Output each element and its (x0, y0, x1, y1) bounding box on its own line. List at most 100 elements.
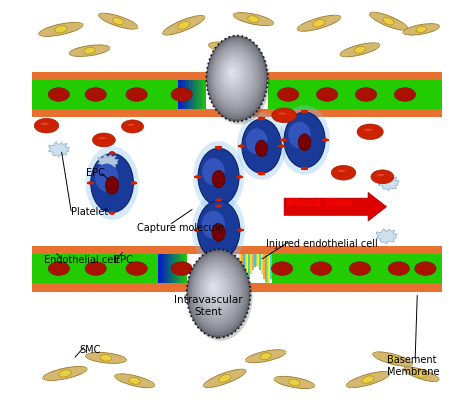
Ellipse shape (189, 252, 253, 341)
Polygon shape (98, 13, 104, 20)
Bar (258, 173, 265, 175)
Ellipse shape (121, 120, 144, 133)
Polygon shape (149, 381, 155, 388)
Polygon shape (402, 29, 408, 35)
Bar (158, 254, 160, 283)
Polygon shape (77, 22, 84, 29)
Bar (196, 80, 198, 109)
Ellipse shape (215, 48, 255, 104)
Ellipse shape (302, 110, 307, 113)
Ellipse shape (416, 371, 426, 378)
Ellipse shape (394, 88, 416, 101)
Ellipse shape (85, 146, 139, 220)
Ellipse shape (128, 124, 135, 126)
Ellipse shape (259, 172, 264, 175)
Text: EPC: EPC (86, 168, 105, 178)
Ellipse shape (209, 39, 264, 117)
Ellipse shape (84, 47, 95, 54)
Polygon shape (296, 25, 303, 31)
Bar (257, 254, 259, 267)
Bar (215, 259, 222, 261)
Ellipse shape (129, 377, 140, 384)
Ellipse shape (198, 148, 239, 206)
Bar (198, 80, 199, 109)
Bar (199, 80, 201, 109)
Ellipse shape (233, 13, 273, 25)
Bar (109, 212, 115, 214)
Bar (239, 254, 241, 275)
Bar (237, 229, 244, 231)
Text: SMC: SMC (79, 345, 100, 355)
Ellipse shape (260, 353, 271, 360)
Ellipse shape (109, 211, 115, 215)
Bar (186, 80, 188, 109)
Ellipse shape (230, 70, 233, 74)
Polygon shape (208, 42, 214, 49)
Ellipse shape (99, 137, 106, 139)
Bar (270, 254, 272, 279)
Bar (263, 254, 265, 279)
Ellipse shape (209, 42, 249, 53)
Bar (193, 80, 195, 109)
Ellipse shape (204, 274, 226, 305)
Bar (183, 80, 185, 109)
Ellipse shape (48, 262, 70, 275)
Bar (215, 199, 222, 201)
Bar (301, 167, 308, 170)
Ellipse shape (106, 176, 118, 194)
Ellipse shape (220, 55, 248, 95)
Bar (181, 254, 182, 283)
Ellipse shape (284, 112, 325, 168)
Ellipse shape (313, 19, 325, 27)
Ellipse shape (274, 376, 315, 388)
Bar (32, 254, 187, 283)
Ellipse shape (206, 277, 222, 300)
Polygon shape (401, 24, 408, 30)
Polygon shape (233, 13, 239, 19)
Bar (194, 175, 201, 178)
Bar (252, 254, 254, 270)
Bar (32, 246, 442, 254)
Ellipse shape (206, 35, 268, 122)
Ellipse shape (227, 65, 239, 82)
Bar (191, 80, 192, 109)
Ellipse shape (216, 146, 221, 150)
Ellipse shape (404, 367, 439, 381)
Ellipse shape (219, 374, 231, 382)
Polygon shape (346, 381, 353, 388)
Ellipse shape (224, 61, 242, 87)
Polygon shape (435, 24, 440, 30)
FancyArrow shape (284, 192, 386, 221)
Ellipse shape (298, 134, 311, 150)
Ellipse shape (364, 129, 373, 131)
Ellipse shape (201, 211, 225, 239)
Ellipse shape (246, 350, 286, 363)
Bar (266, 254, 269, 283)
Bar (171, 254, 173, 283)
Bar (178, 80, 179, 109)
Bar (166, 254, 168, 283)
Bar (189, 80, 191, 109)
Text: Blood flow: Blood flow (286, 198, 352, 208)
Polygon shape (268, 19, 274, 26)
Ellipse shape (55, 26, 67, 33)
Ellipse shape (272, 262, 293, 275)
Ellipse shape (229, 68, 235, 77)
Ellipse shape (223, 44, 235, 51)
Polygon shape (198, 16, 205, 22)
Polygon shape (48, 142, 69, 157)
Polygon shape (245, 356, 251, 363)
Ellipse shape (369, 12, 408, 30)
Ellipse shape (196, 263, 237, 320)
Ellipse shape (100, 355, 112, 361)
Ellipse shape (212, 45, 259, 109)
Ellipse shape (278, 88, 299, 101)
Ellipse shape (99, 13, 138, 29)
Ellipse shape (192, 257, 243, 328)
Ellipse shape (163, 16, 205, 35)
Ellipse shape (210, 283, 217, 292)
Ellipse shape (349, 262, 371, 275)
Ellipse shape (131, 181, 137, 185)
Ellipse shape (259, 117, 264, 120)
Bar (188, 80, 189, 109)
